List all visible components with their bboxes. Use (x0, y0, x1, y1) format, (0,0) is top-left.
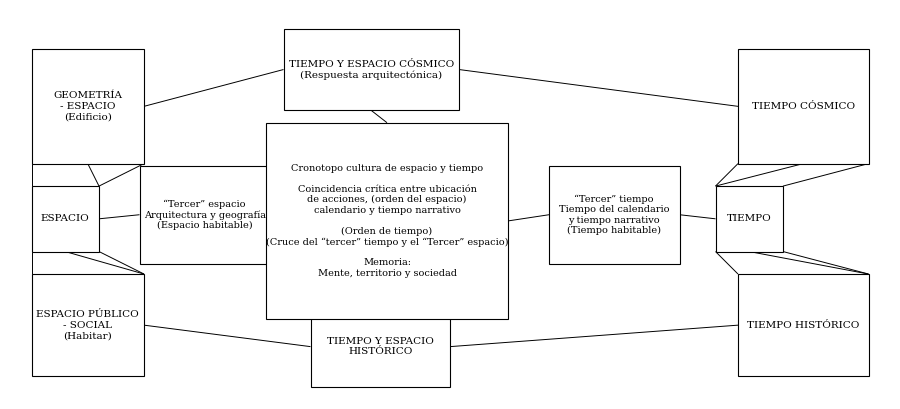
FancyBboxPatch shape (32, 274, 144, 376)
FancyBboxPatch shape (738, 274, 868, 376)
FancyBboxPatch shape (32, 186, 99, 252)
FancyBboxPatch shape (32, 49, 144, 164)
Text: GEOMETRÍA
- ESPACIO
(Edificio): GEOMETRÍA - ESPACIO (Edificio) (53, 92, 122, 121)
Text: “Tercer” espacio
Arquitectura y geografía
(Espacio habitable): “Tercer” espacio Arquitectura y geografí… (144, 199, 266, 230)
FancyBboxPatch shape (266, 123, 508, 319)
Text: TIEMPO CÓSMICO: TIEMPO CÓSMICO (752, 102, 855, 111)
FancyBboxPatch shape (284, 29, 459, 110)
Text: ESPACIO PÚBLICO
- SOCIAL
(Habitar): ESPACIO PÚBLICO - SOCIAL (Habitar) (36, 310, 140, 340)
FancyBboxPatch shape (549, 166, 680, 264)
FancyBboxPatch shape (140, 166, 270, 264)
FancyBboxPatch shape (310, 307, 450, 387)
FancyBboxPatch shape (716, 186, 783, 252)
Text: Cronotopo cultura de espacio y tiempo

Coincidencia crítica entre ubicación
de a: Cronotopo cultura de espacio y tiempo Co… (266, 164, 508, 278)
Text: “Tercer” tiempo
Tiempo del calendario
y tiempo narrativo
(Tiempo habitable): “Tercer” tiempo Tiempo del calendario y … (559, 194, 670, 235)
Text: TIEMPO Y ESPACIO CÓSMICO
(Respuesta arquitectónica): TIEMPO Y ESPACIO CÓSMICO (Respuesta arqu… (289, 60, 454, 79)
FancyBboxPatch shape (738, 49, 868, 164)
Text: TIEMPO Y ESPACIO
HISTÓRICO: TIEMPO Y ESPACIO HISTÓRICO (327, 337, 434, 356)
Text: TIEMPO HISTÓRICO: TIEMPO HISTÓRICO (747, 321, 860, 330)
Text: TIEMPO: TIEMPO (727, 214, 771, 223)
Text: ESPACIO: ESPACIO (40, 214, 90, 223)
